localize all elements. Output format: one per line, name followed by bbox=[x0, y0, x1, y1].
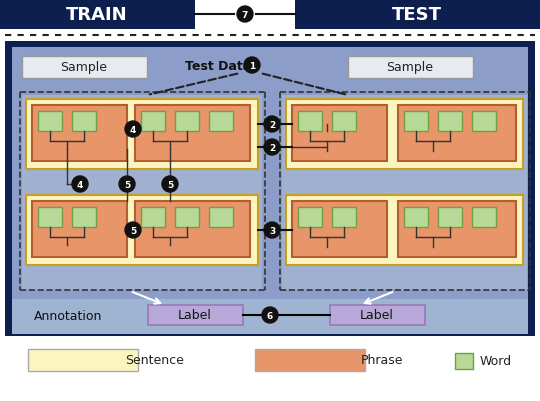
Text: 3: 3 bbox=[269, 227, 275, 235]
Circle shape bbox=[72, 176, 88, 192]
Bar bbox=[255, 349, 365, 371]
Text: TRAIN: TRAIN bbox=[66, 6, 128, 24]
Bar bbox=[26, 100, 258, 170]
Circle shape bbox=[237, 7, 253, 23]
Bar bbox=[32, 201, 127, 257]
Text: Word: Word bbox=[480, 354, 512, 368]
Bar bbox=[22, 96, 262, 290]
Bar bbox=[404, 112, 428, 132]
Bar bbox=[135, 106, 250, 162]
Bar bbox=[175, 112, 199, 132]
Text: Annotation: Annotation bbox=[34, 310, 102, 323]
Text: 1: 1 bbox=[249, 62, 255, 71]
Bar bbox=[332, 207, 356, 227]
Bar bbox=[28, 349, 138, 371]
Bar bbox=[472, 207, 496, 227]
Circle shape bbox=[264, 117, 280, 133]
Bar bbox=[38, 112, 62, 132]
Bar bbox=[348, 57, 473, 79]
Bar bbox=[286, 100, 523, 170]
Circle shape bbox=[244, 58, 260, 74]
Circle shape bbox=[264, 140, 280, 156]
Bar bbox=[135, 201, 250, 257]
Bar bbox=[26, 196, 258, 265]
Circle shape bbox=[119, 176, 135, 192]
Bar bbox=[404, 207, 428, 227]
Bar bbox=[22, 57, 147, 79]
Bar bbox=[12, 299, 528, 334]
Text: 5: 5 bbox=[124, 180, 130, 190]
Text: 5: 5 bbox=[130, 227, 136, 235]
Circle shape bbox=[262, 307, 278, 323]
Bar bbox=[209, 207, 233, 227]
Text: Label: Label bbox=[360, 309, 394, 322]
Text: 4: 4 bbox=[130, 126, 136, 135]
Bar bbox=[0, 0, 195, 30]
Text: TEST: TEST bbox=[392, 6, 442, 24]
Text: 2: 2 bbox=[269, 144, 275, 153]
Bar bbox=[148, 305, 243, 325]
Text: Phrase: Phrase bbox=[361, 354, 403, 367]
Circle shape bbox=[125, 223, 141, 239]
Bar bbox=[282, 96, 527, 290]
Text: 7: 7 bbox=[242, 11, 248, 20]
Circle shape bbox=[264, 223, 280, 239]
Bar bbox=[38, 207, 62, 227]
Bar bbox=[472, 112, 496, 132]
Bar bbox=[141, 112, 165, 132]
Text: 6: 6 bbox=[267, 311, 273, 320]
Bar bbox=[398, 201, 516, 257]
Circle shape bbox=[162, 176, 178, 192]
Bar bbox=[438, 112, 462, 132]
Bar bbox=[32, 106, 127, 162]
Text: Test Data: Test Data bbox=[185, 59, 251, 72]
Bar bbox=[209, 112, 233, 132]
Bar bbox=[141, 207, 165, 227]
Bar bbox=[12, 48, 528, 327]
Bar bbox=[72, 112, 96, 132]
Bar bbox=[455, 353, 473, 369]
Bar bbox=[332, 112, 356, 132]
Bar bbox=[72, 207, 96, 227]
Text: Sentence: Sentence bbox=[126, 354, 185, 367]
Bar bbox=[175, 207, 199, 227]
Bar bbox=[5, 42, 535, 336]
Text: 2: 2 bbox=[269, 121, 275, 130]
Text: Label: Label bbox=[178, 309, 212, 322]
Bar bbox=[298, 112, 322, 132]
Bar bbox=[292, 201, 387, 257]
Bar bbox=[398, 106, 516, 162]
Bar bbox=[298, 207, 322, 227]
Text: 4: 4 bbox=[77, 180, 83, 190]
Text: Sample: Sample bbox=[387, 61, 434, 74]
Bar bbox=[330, 305, 425, 325]
Bar bbox=[286, 196, 523, 265]
Bar bbox=[295, 0, 540, 30]
Text: 5: 5 bbox=[167, 180, 173, 190]
Bar bbox=[438, 207, 462, 227]
Bar bbox=[292, 106, 387, 162]
Circle shape bbox=[125, 122, 141, 138]
Text: Sample: Sample bbox=[60, 61, 107, 74]
